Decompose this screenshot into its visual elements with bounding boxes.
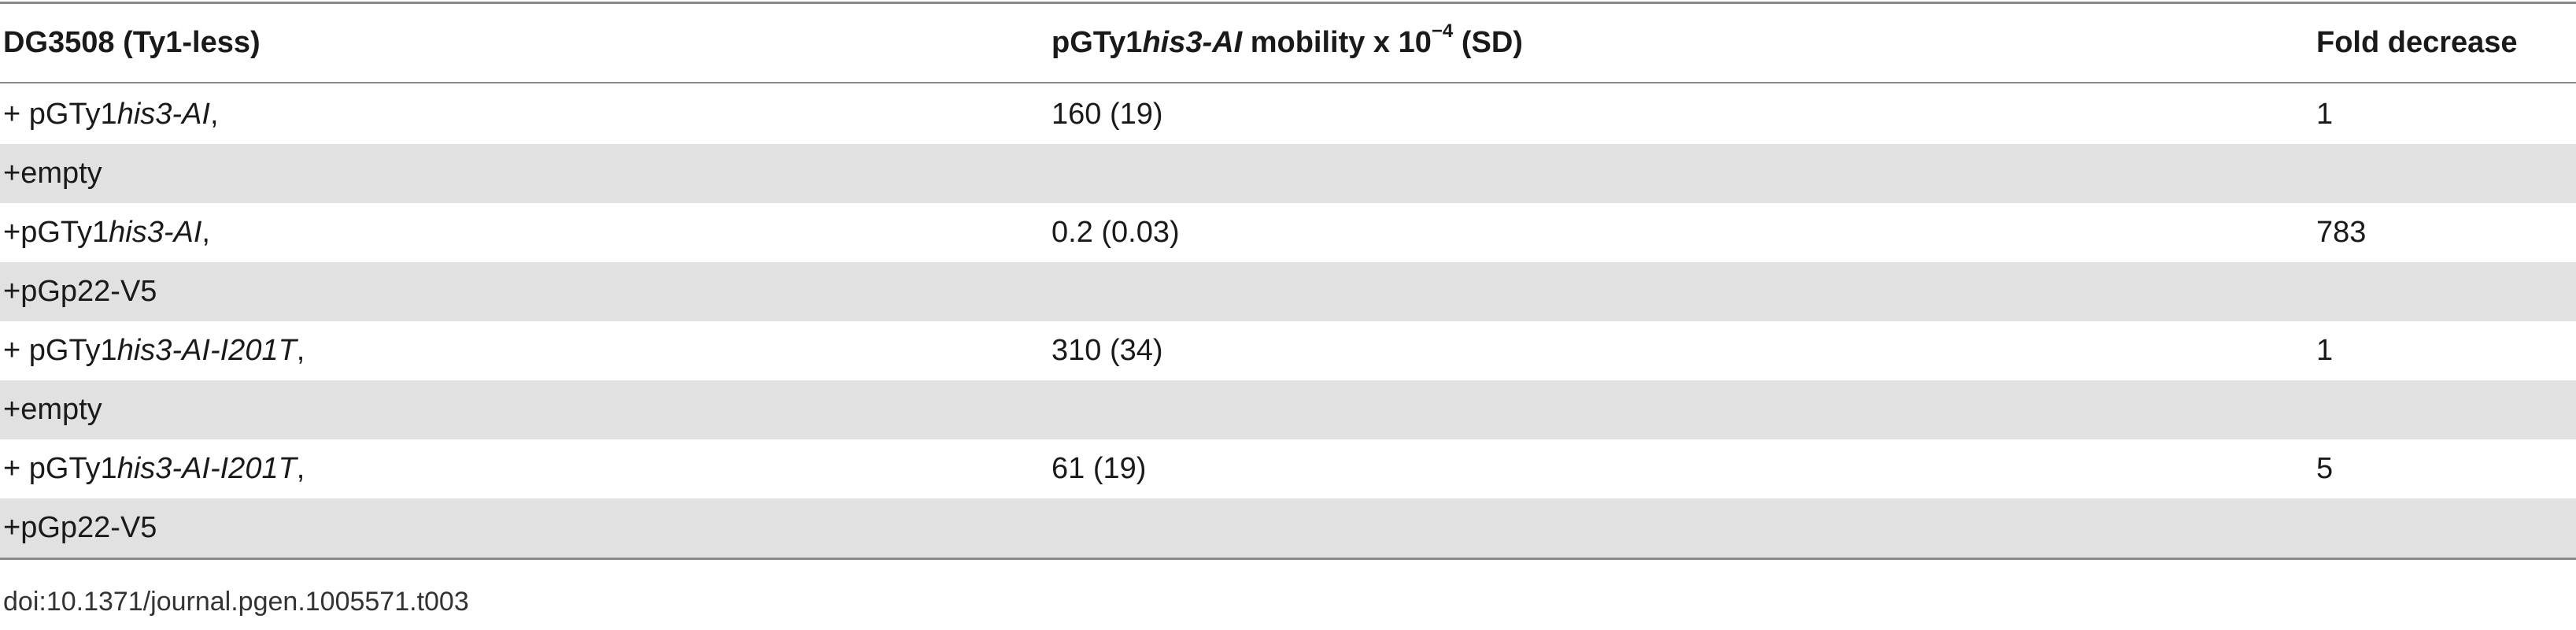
cell-text: his3-AI-I201T — [116, 334, 297, 367]
cell: +pGp22-V5 — [3, 275, 157, 308]
table-row: +pGp22-V5 — [0, 262, 2576, 321]
cell: 5 — [2316, 452, 2334, 485]
cell: 1 — [2316, 334, 2334, 367]
cell: +pGp22-V5 — [3, 511, 157, 544]
cell: 1 — [2316, 98, 2334, 131]
cell-text: his3-AI — [109, 216, 202, 249]
header-cell: Fold decrease — [2316, 3, 2518, 82]
header-text: (SD) — [1453, 25, 1523, 59]
cell: + pGTy1 his3-AI-I201T, — [3, 321, 305, 380]
header-text: his3-AI — [1142, 25, 1243, 59]
cell: + pGTy1 his3-AI, — [3, 85, 219, 144]
cell-text: his3-AI — [116, 98, 210, 131]
cell-text: his3-AI-I201T — [116, 452, 297, 485]
header-cell: DG3508 (Ty1-less) — [3, 3, 261, 82]
bottom-rule — [0, 558, 2576, 560]
table-row: +empty — [0, 380, 2576, 439]
header-row: DG3508 (Ty1-less) pGTy1 his3-AI mobility … — [0, 3, 2576, 82]
cell: 310 (34) — [1051, 334, 1163, 367]
cell-text: +pGTy1 — [3, 216, 109, 249]
table-row: + pGTy1 his3-AI, 160 (19) 1 — [0, 85, 2576, 144]
table-row: +empty — [0, 144, 2576, 203]
header-text: Fold decrease — [2316, 25, 2518, 59]
header-text: DG3508 (Ty1-less) — [3, 25, 261, 59]
table-row: +pGTy1 his3-AI, 0.2 (0.03) 783 — [0, 203, 2576, 262]
cell-text: + pGTy1 — [3, 334, 117, 367]
header-rule — [0, 82, 2576, 83]
cell: 160 (19) — [1051, 98, 1163, 131]
cell-text: + pGTy1 — [3, 98, 117, 131]
cell: 783 — [2316, 216, 2367, 249]
cell-text: , — [201, 216, 210, 249]
cell-text: + pGTy1 — [3, 452, 117, 485]
cell-text: , — [209, 98, 219, 131]
cell: +empty — [3, 157, 102, 190]
cell-text: , — [296, 334, 305, 367]
header-cell: pGTy1 his3-AI mobility x 10 −4 (SD) — [1051, 3, 1523, 82]
cell-text: , — [296, 452, 305, 485]
cell: 61 (19) — [1051, 452, 1147, 485]
header-text: pGTy1 — [1051, 25, 1143, 59]
cell: 0.2 (0.03) — [1051, 216, 1180, 249]
cell: +pGTy1 his3-AI, — [3, 203, 210, 262]
table-row: +pGp22-V5 — [0, 498, 2576, 558]
header-text: −4 — [1431, 20, 1454, 42]
cell: +empty — [3, 393, 102, 426]
header-text: mobility x 10 — [1242, 25, 1432, 59]
doi-footer: doi:10.1371/journal.pgen.1005571.t003 — [3, 587, 469, 617]
top-rule — [0, 2, 2576, 4]
cell: + pGTy1 his3-AI-I201T, — [3, 439, 305, 498]
table-row: + pGTy1 his3-AI-I201T, 61 (19) 5 — [0, 439, 2576, 498]
table-row: + pGTy1 his3-AI-I201T, 310 (34) 1 — [0, 321, 2576, 380]
